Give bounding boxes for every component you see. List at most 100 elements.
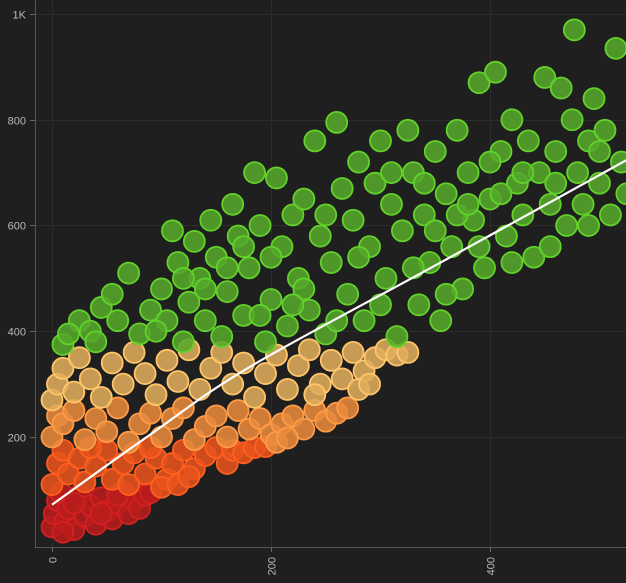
y-tick-label: 600 xyxy=(8,221,26,233)
scatter-point xyxy=(396,340,420,364)
scatter-point xyxy=(276,314,299,338)
scatter-point xyxy=(281,203,305,227)
scatter-point xyxy=(456,161,480,185)
scatter-point xyxy=(571,192,595,216)
scatter-point xyxy=(401,256,425,280)
scatter-point xyxy=(336,282,360,306)
scatter-point xyxy=(243,385,266,409)
x-tick-label: 400 xyxy=(486,557,498,575)
scatter-point xyxy=(51,356,75,380)
x-tick-label: 0 xyxy=(48,557,60,563)
scatter-point xyxy=(303,383,327,407)
scatter-point xyxy=(445,118,469,142)
scatter-point xyxy=(117,261,141,285)
y-tick-label: 800 xyxy=(8,116,26,128)
scatter-point xyxy=(544,171,568,195)
scatter-point xyxy=(396,118,420,142)
scatter-point xyxy=(478,150,502,174)
scatter-point xyxy=(599,203,622,227)
scatter-point xyxy=(254,362,277,385)
scatter-point xyxy=(106,309,130,333)
scatter-point xyxy=(562,18,586,42)
scatter-point xyxy=(390,219,414,243)
y-tick-label: 200 xyxy=(8,433,26,445)
scatter-point xyxy=(582,87,606,110)
scatter-point xyxy=(51,520,75,544)
scatter-point xyxy=(237,256,261,280)
scatter-point xyxy=(40,473,64,496)
scatter-point xyxy=(511,161,535,185)
scatter-point xyxy=(166,370,190,393)
scatter-point xyxy=(204,404,228,428)
scatter-point xyxy=(347,245,371,269)
scatter-point xyxy=(303,129,327,153)
scatter-point xyxy=(566,161,589,185)
scatter-point xyxy=(412,171,436,195)
scatter-point xyxy=(330,367,354,391)
scatter-point xyxy=(423,140,447,163)
scatter-point xyxy=(577,214,600,237)
scatter-point xyxy=(555,214,579,237)
scatter-point xyxy=(226,399,250,422)
scatter-point xyxy=(210,325,234,348)
scatter-point xyxy=(319,348,343,372)
scatter-point xyxy=(78,367,102,391)
y-tick-label: 1K xyxy=(13,10,27,22)
axes xyxy=(35,0,626,548)
scatter-point xyxy=(248,303,272,327)
scatter-point xyxy=(144,319,168,343)
scatter-point xyxy=(456,192,480,216)
scatter-point xyxy=(434,282,458,306)
scatter-point xyxy=(182,229,206,253)
scatter-point xyxy=(292,187,316,211)
scatter-point xyxy=(560,108,584,132)
scatter-points xyxy=(40,18,626,544)
scatter-point xyxy=(363,171,387,195)
scatter-point xyxy=(259,288,283,311)
scatter-point xyxy=(380,161,403,185)
scatter-point xyxy=(380,192,403,216)
scatter-point xyxy=(522,245,546,269)
scatter-point xyxy=(500,108,524,132)
y-tick-label: 400 xyxy=(8,327,26,339)
scatter-point xyxy=(84,330,108,354)
scatter-point xyxy=(171,330,195,354)
scatter-point xyxy=(533,66,557,89)
scatter-point xyxy=(473,256,496,280)
scatter-point xyxy=(177,465,201,489)
scatter-point xyxy=(549,76,573,100)
scatter-point xyxy=(292,277,316,301)
scatter-point xyxy=(516,129,540,153)
scatter-point xyxy=(325,110,349,134)
scatter-point xyxy=(489,182,513,206)
scatter-point xyxy=(62,380,86,404)
scatter-point xyxy=(133,362,157,385)
scatter-point xyxy=(276,378,299,401)
scatter-point xyxy=(319,251,343,274)
scatter-point xyxy=(593,118,617,142)
scatter-point xyxy=(221,192,245,216)
scatter-point xyxy=(265,166,288,190)
scatter-point xyxy=(89,385,113,409)
scatter-point xyxy=(57,322,80,346)
scatter-point xyxy=(62,491,86,515)
y-axis-ticks: 200 400 600 800 1K xyxy=(8,10,35,445)
scatter-point xyxy=(358,372,381,396)
scatter-point xyxy=(385,325,409,348)
scatter-point xyxy=(500,251,524,274)
scatter-point xyxy=(100,351,124,375)
scatter-point xyxy=(89,502,113,526)
scatter-point xyxy=(423,219,447,243)
scatter-point xyxy=(117,473,141,496)
scatter-point xyxy=(297,338,321,362)
scatter-point xyxy=(374,266,398,290)
scatter-point xyxy=(150,425,173,449)
scatter-point xyxy=(467,71,491,95)
scatter-point xyxy=(193,277,217,301)
scatter-point xyxy=(215,280,239,303)
scatter-point xyxy=(341,340,365,364)
scatter-point xyxy=(171,266,195,290)
scatter-point xyxy=(232,235,256,259)
scatter-point xyxy=(248,214,272,237)
scatter-point xyxy=(615,182,626,206)
